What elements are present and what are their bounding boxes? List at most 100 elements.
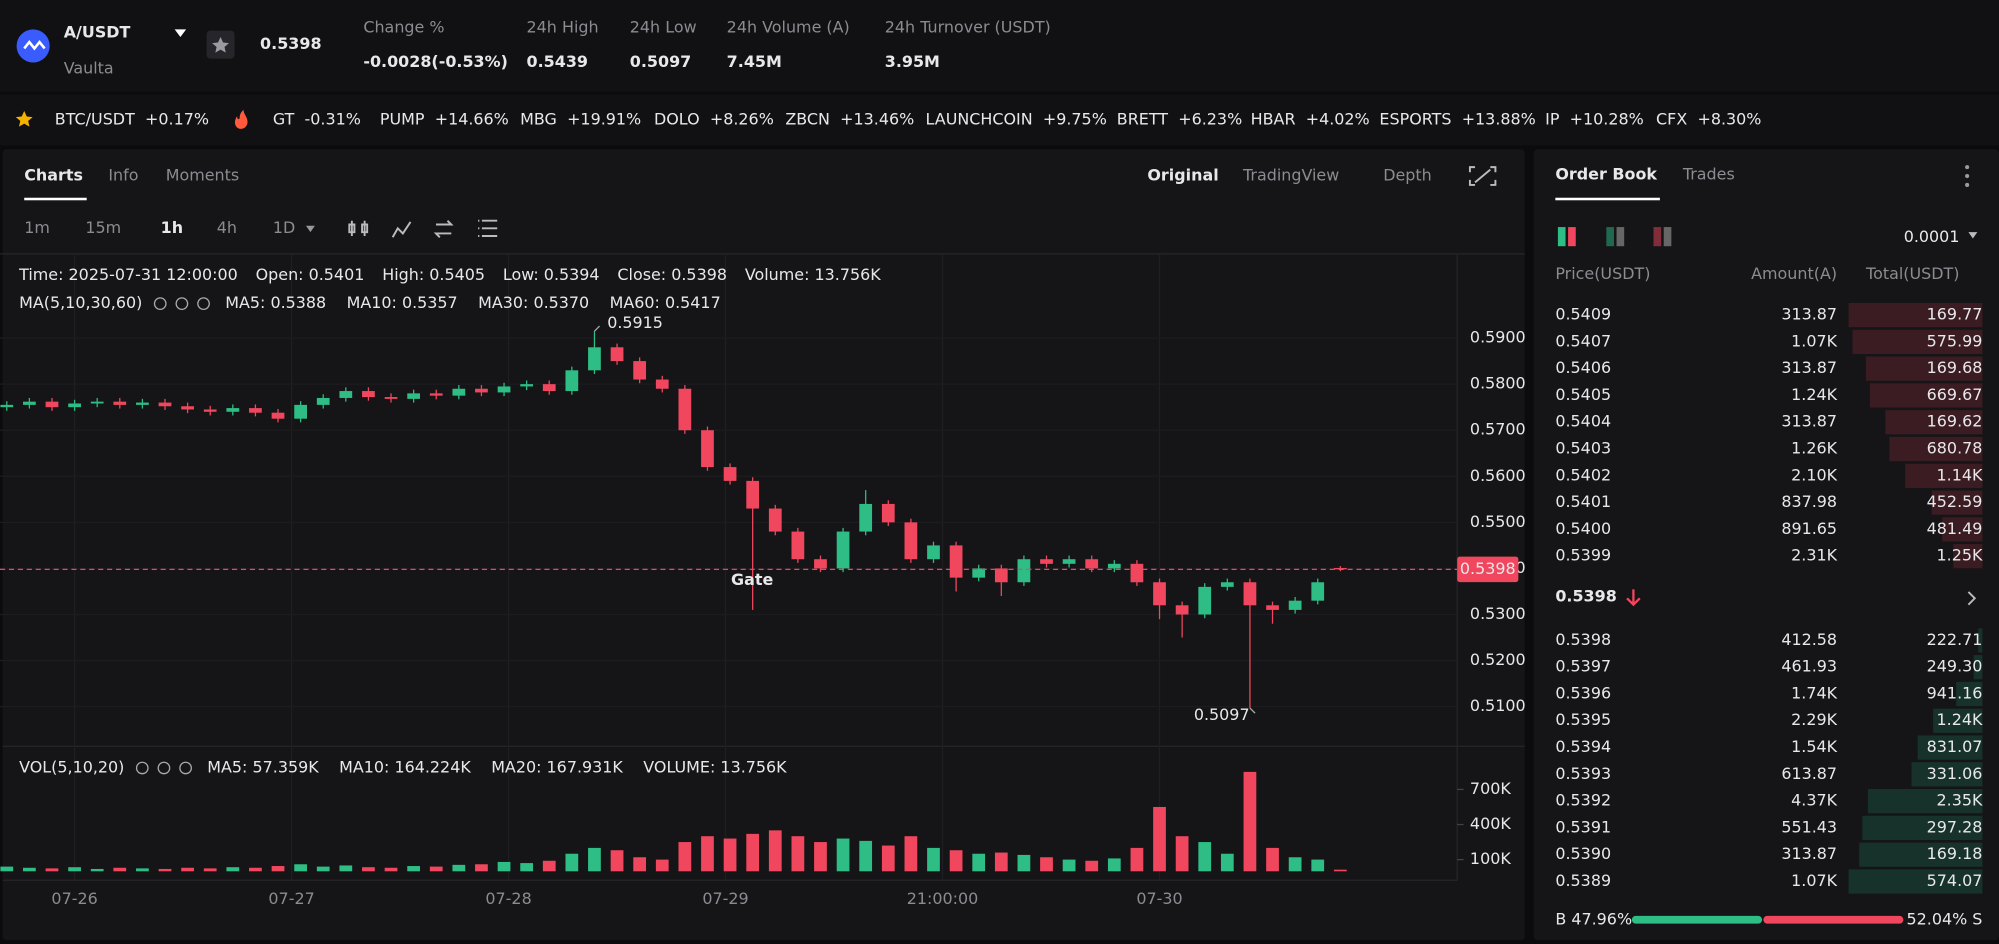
legend-gear[interactable] — [157, 761, 171, 775]
candle-type-tool[interactable] — [348, 220, 369, 236]
candle-body — [1017, 559, 1031, 583]
candle-body — [90, 401, 104, 404]
ohlc-info: Volume: 13.756K — [745, 265, 881, 284]
candle-body — [1130, 563, 1144, 583]
star-icon — [212, 36, 229, 53]
ob-total: 249.30 — [1927, 657, 1983, 676]
legend-close[interactable] — [179, 761, 192, 775]
interval[interactable]: 4h — [217, 218, 237, 237]
compare-tool[interactable] — [433, 220, 454, 238]
layout-bids[interactable] — [1606, 227, 1614, 247]
ob-price[interactable]: 0.5409 — [1555, 305, 1611, 324]
ticker-symbol[interactable]: MBG — [520, 109, 557, 128]
interval[interactable]: 1h — [161, 218, 183, 237]
more-menu[interactable] — [1965, 165, 1970, 188]
ob-price[interactable]: 0.5404 — [1555, 412, 1611, 431]
stat-label: 24h Low — [630, 18, 697, 37]
ob-price[interactable]: 0.5405 — [1555, 385, 1611, 404]
chart-tab[interactable]: Info — [108, 166, 138, 185]
layout-asks[interactable] — [1653, 227, 1662, 247]
candle-body — [1220, 582, 1234, 587]
ob-price[interactable]: 0.5397 — [1555, 657, 1611, 676]
volume-bar — [904, 836, 918, 872]
ticker-symbol[interactable]: CFX — [1656, 109, 1687, 128]
ob-price[interactable]: 0.5398 — [1555, 630, 1611, 649]
chart-tab[interactable]: Charts — [24, 166, 83, 185]
view-tab[interactable]: TradingView — [1242, 166, 1339, 185]
pair-dropdown[interactable] — [174, 29, 187, 37]
legend-gear[interactable] — [175, 297, 189, 310]
ticker-symbol[interactable]: DOLO — [654, 109, 700, 128]
ticker-change: +6.23% — [1178, 109, 1242, 128]
view-tab[interactable]: Depth — [1383, 166, 1432, 185]
ob-price[interactable]: 0.5401 — [1555, 492, 1611, 511]
ticker-symbol[interactable]: ESPORTS — [1379, 109, 1451, 128]
ob-price[interactable]: 0.5389 — [1555, 871, 1611, 890]
chart-tab[interactable]: Moments — [166, 166, 239, 185]
volume-bar — [1266, 847, 1279, 872]
precision[interactable]: 0.0001 — [1904, 227, 1960, 246]
interval[interactable]: 15m — [85, 218, 121, 237]
candle-body — [814, 559, 827, 569]
ob-price[interactable]: 0.5406 — [1555, 358, 1611, 377]
ob-price[interactable]: 0.5390 — [1555, 844, 1611, 863]
ob-price[interactable]: 0.5396 — [1555, 683, 1611, 702]
x-tick-label: 07-30 — [1136, 889, 1182, 908]
legend-eye[interactable] — [153, 297, 167, 310]
ob-price[interactable]: 0.5407 — [1555, 331, 1611, 350]
volume-bar — [1198, 842, 1212, 872]
x-tick-label: 07-26 — [51, 889, 97, 908]
ob-price[interactable]: 0.5399 — [1555, 546, 1611, 565]
ob-price[interactable]: 0.5402 — [1555, 465, 1611, 484]
ticker-symbol[interactable]: PUMP — [380, 109, 425, 128]
ticker-symbol[interactable]: BRETT — [1117, 109, 1169, 128]
ob-amount: 461.93 — [1781, 657, 1837, 676]
ob-price[interactable]: 0.5392 — [1555, 791, 1611, 810]
ticker-change: +13.88% — [1462, 109, 1536, 128]
candle-body — [836, 531, 850, 569]
favorites-star[interactable] — [15, 110, 33, 127]
ob-tab[interactable]: Trades — [1682, 164, 1735, 183]
fullscreen-button[interactable] — [1468, 166, 1497, 186]
ob-price[interactable]: 0.5393 — [1555, 764, 1611, 783]
volume-bar — [316, 866, 330, 872]
pair-name[interactable]: A/USDT — [64, 23, 131, 42]
interval[interactable]: 1D — [273, 218, 295, 237]
candle-body — [226, 408, 240, 412]
volume-bar — [203, 868, 217, 872]
ticker-symbol[interactable]: GT — [273, 109, 295, 128]
legend-close[interactable] — [197, 297, 210, 310]
ob-price[interactable]: 0.5395 — [1555, 710, 1611, 729]
interval[interactable]: 1m — [24, 218, 50, 237]
ticker-symbol[interactable]: LAUNCHCOIN — [926, 109, 1033, 128]
depth-bar — [1905, 463, 1983, 488]
ob-header: Price(USDT) — [1555, 264, 1650, 283]
ob-tab[interactable]: Order Book — [1555, 164, 1657, 183]
logo-glyph — [23, 40, 46, 51]
precision-dropdown[interactable] — [1968, 232, 1978, 239]
indicator-tool[interactable] — [391, 221, 412, 238]
candle-body — [68, 403, 81, 408]
last-price: 0.5398 — [260, 34, 321, 53]
ob-price[interactable]: 0.5394 — [1555, 737, 1611, 756]
settings-tool[interactable] — [478, 219, 498, 237]
ob-price[interactable]: 0.5400 — [1555, 519, 1611, 538]
volume-bar — [158, 868, 172, 872]
depth-bar — [1911, 762, 1983, 787]
trades-link[interactable] — [1967, 591, 1977, 606]
ticker-symbol[interactable]: BTC/USDT — [55, 109, 135, 128]
ob-total: 669.67 — [1927, 385, 1983, 404]
ticker-symbol[interactable]: HBAR — [1251, 109, 1296, 128]
ticker-symbol[interactable]: IP — [1545, 109, 1560, 128]
ob-last-price: 0.5398 — [1555, 587, 1616, 606]
ob-price[interactable]: 0.5391 — [1555, 817, 1611, 836]
ticker-symbol[interactable]: ZBCN — [785, 109, 830, 128]
layout-both[interactable] — [1557, 227, 1566, 247]
legend-item: MA5: 57.359K — [207, 757, 319, 776]
legend-eye[interactable] — [135, 761, 149, 775]
candle-body — [1333, 567, 1347, 570]
ob-price[interactable]: 0.5403 — [1555, 439, 1611, 458]
view-tab[interactable]: Original — [1147, 166, 1218, 185]
legend-title: VOL(5,10,20) — [19, 757, 124, 776]
watermark: Gate — [731, 570, 773, 589]
